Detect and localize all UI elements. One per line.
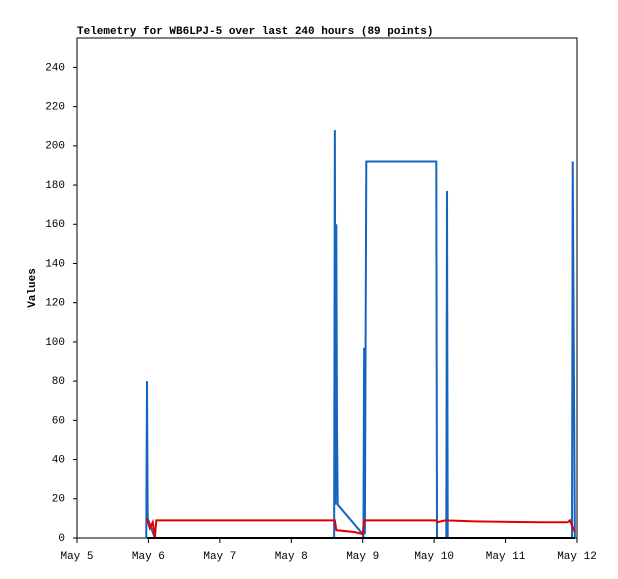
y-tick-label: 40 [52,454,65,466]
y-tick-label: 100 [45,337,65,349]
y-tick-label: 0 [58,533,65,545]
x-tick-label: May 6 [132,551,165,563]
y-tick-label: 200 [45,141,65,153]
x-tick-label: May 9 [346,551,379,563]
y-tick-label: 240 [45,62,65,74]
series-line [146,518,576,539]
x-tick-label: May 10 [414,551,454,563]
y-tick-label: 120 [45,298,65,310]
x-tick-label: May 5 [60,551,93,563]
y-tick-label: 80 [52,376,65,388]
x-tick-label: May 11 [486,551,526,563]
y-tick-label: 140 [45,258,65,270]
x-tick-label: May 8 [275,551,308,563]
y-tick-label: 160 [45,219,65,231]
y-tick-label: 220 [45,102,65,114]
y-tick-label: 60 [52,415,65,427]
y-tick-label: 20 [52,494,65,506]
x-tick-label: May 12 [557,551,597,563]
chart-title: Telemetry for WB6LPJ-5 over last 240 hou… [77,26,433,38]
y-axis-label: Values [27,268,39,308]
x-tick-label: May 7 [203,551,236,563]
y-tick-label: 180 [45,180,65,192]
